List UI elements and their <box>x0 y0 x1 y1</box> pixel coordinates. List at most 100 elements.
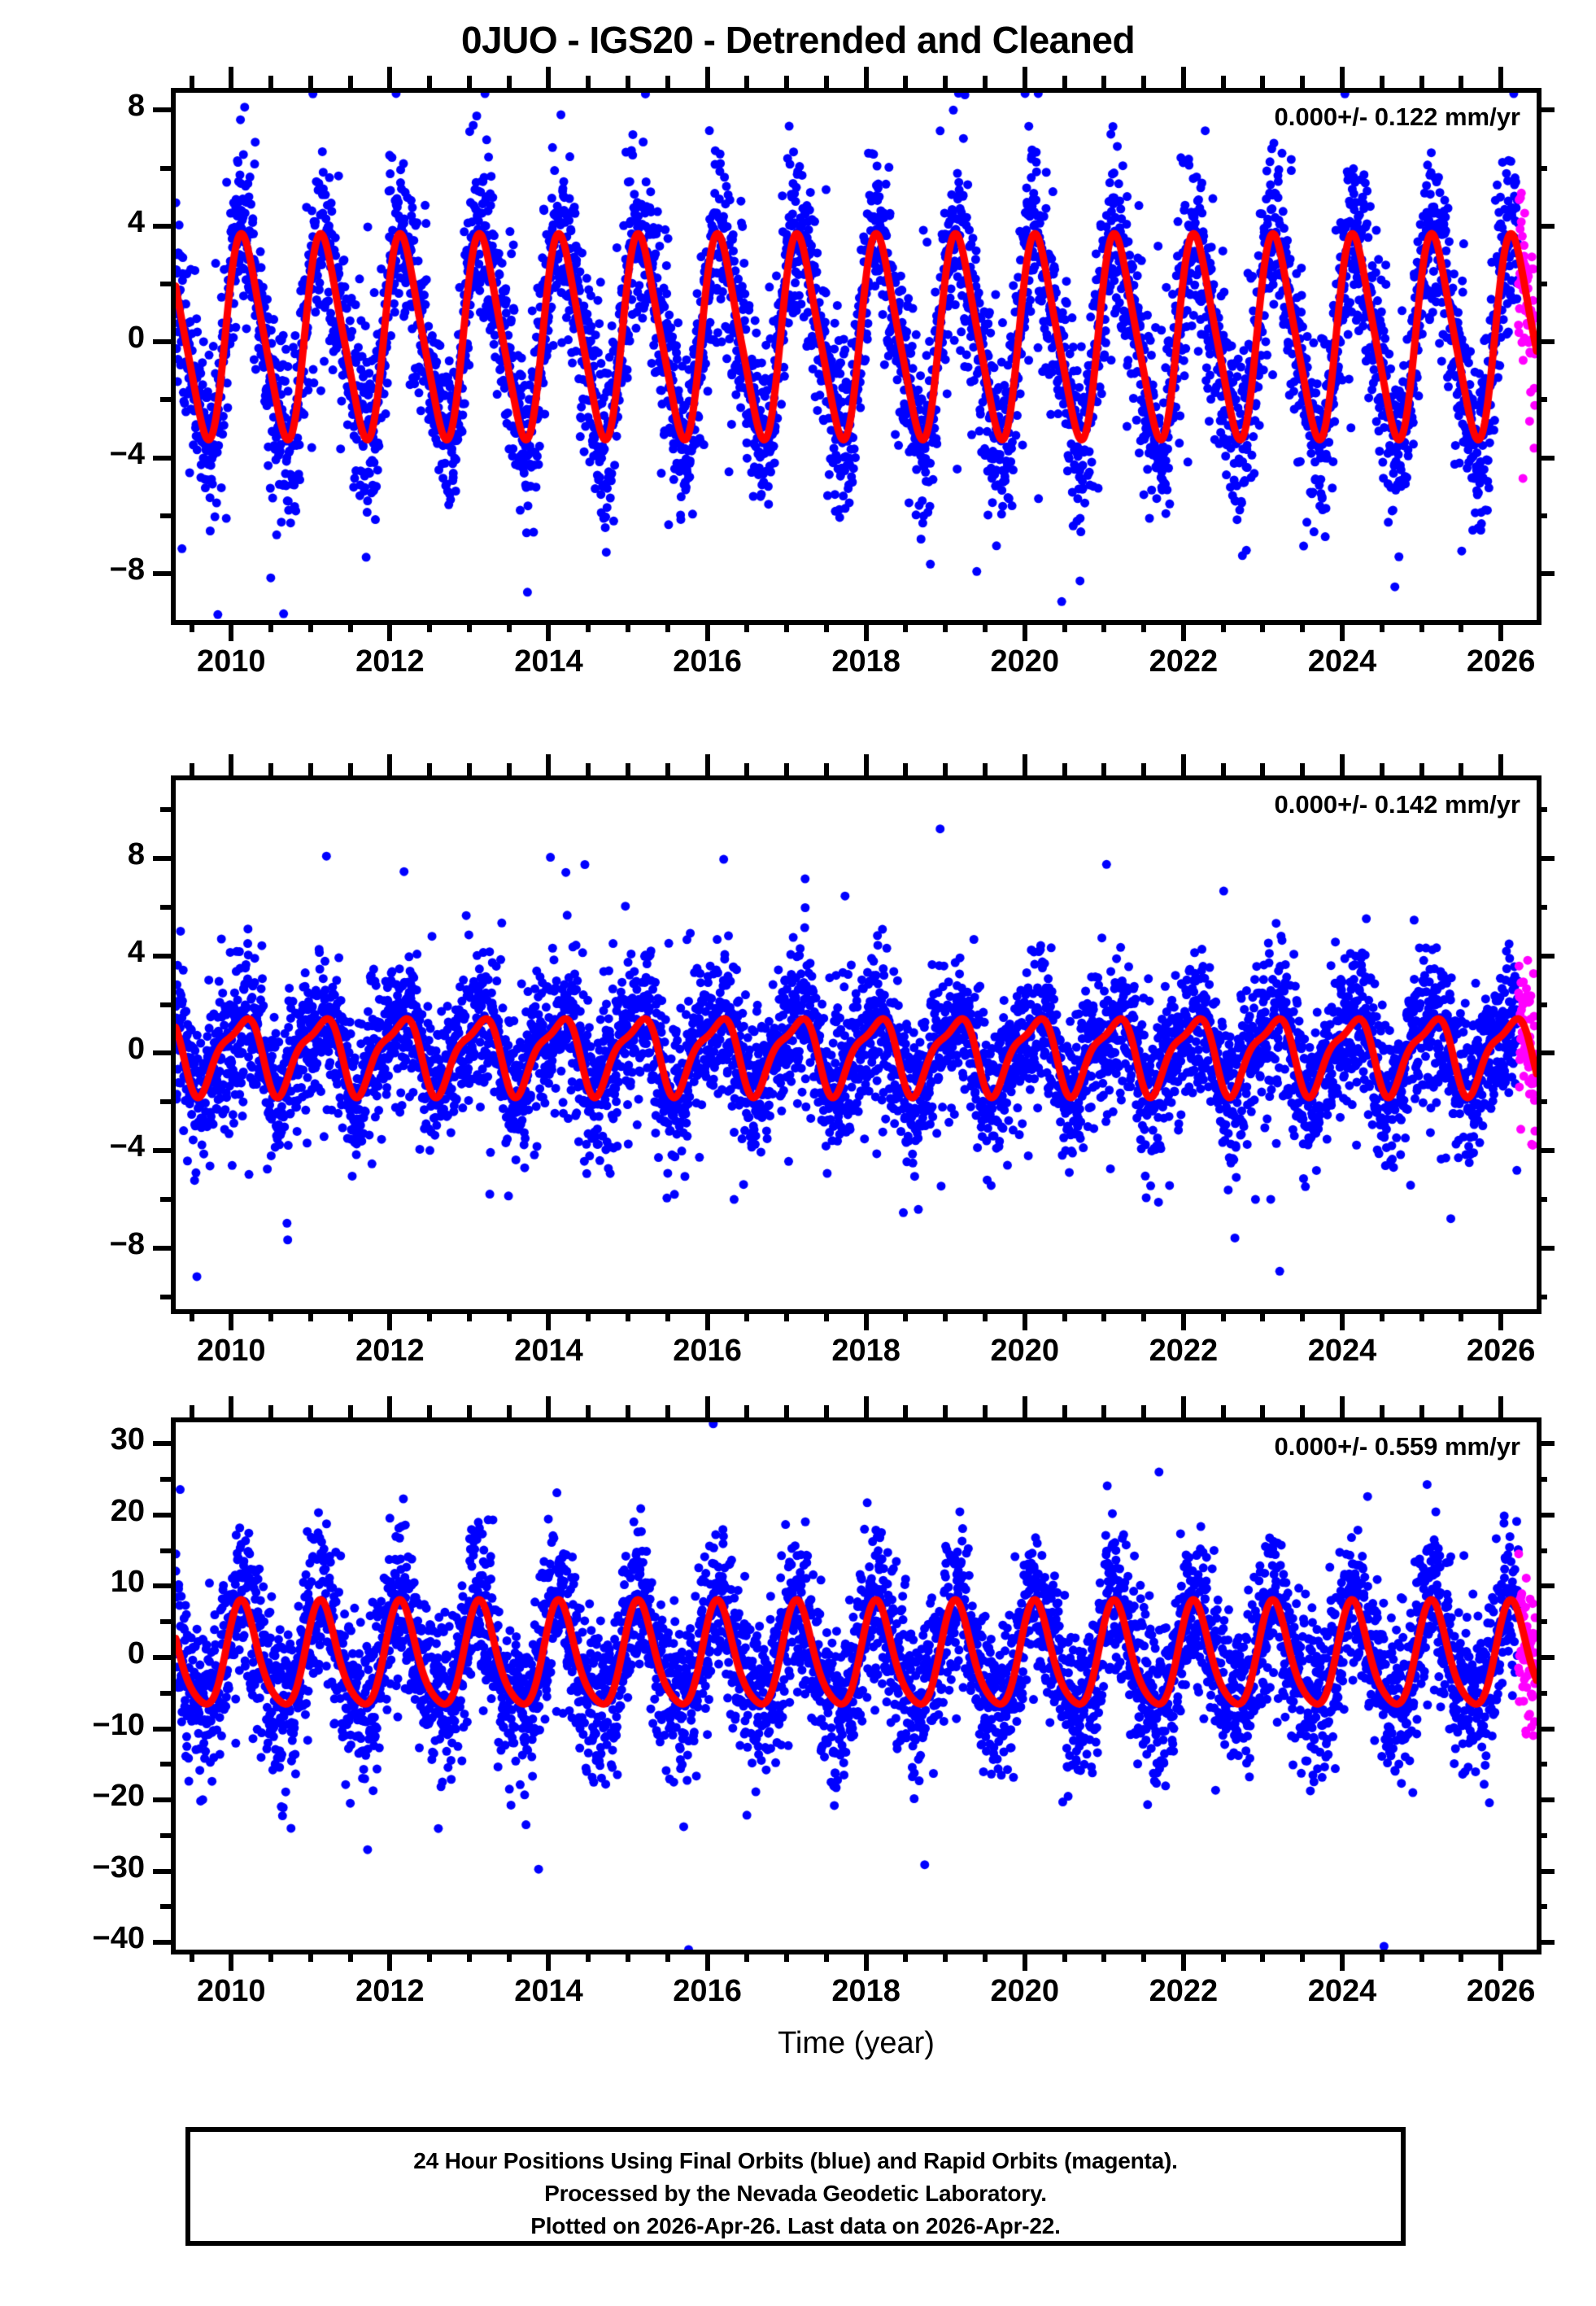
axis-tick <box>784 76 789 88</box>
axis-tick <box>190 1309 194 1321</box>
axis-tick <box>744 620 749 632</box>
axis-tick <box>586 1405 591 1417</box>
axis-tick <box>507 1309 512 1321</box>
axis-tick <box>824 76 829 88</box>
axis-tick <box>160 1904 171 1909</box>
axis-tick <box>1498 754 1503 775</box>
axis-tick <box>1498 1396 1503 1417</box>
axis-tick <box>1101 1405 1106 1417</box>
axis-tick <box>1221 1309 1226 1321</box>
axis-tick <box>626 763 630 775</box>
axis-tick <box>1260 763 1265 775</box>
axis-tick <box>1062 620 1067 632</box>
axis-tick <box>864 1396 869 1417</box>
x-tick-label-north: 2016 <box>673 1334 742 1368</box>
axis-tick <box>1498 1950 1503 1971</box>
axis-tick <box>744 1950 749 1962</box>
x-tick-label-east: 2022 <box>1149 644 1219 679</box>
axis-tick <box>153 1148 171 1153</box>
y-tick-label-east: −4 <box>109 436 145 471</box>
axis-tick <box>467 1309 472 1321</box>
axis-tick <box>268 763 273 775</box>
axis-tick <box>160 1197 171 1202</box>
axis-tick <box>387 67 392 88</box>
plot-area-east[interactable] <box>171 88 1541 625</box>
x-tick-label-east: 2010 <box>197 644 266 679</box>
axis-tick <box>1537 1050 1555 1055</box>
axis-tick <box>229 754 233 775</box>
axis-tick <box>427 620 432 632</box>
plot-area-up[interactable] <box>171 1417 1541 1954</box>
axis-tick <box>744 1309 749 1321</box>
axis-tick <box>1459 1405 1463 1417</box>
axis-tick <box>903 620 908 632</box>
axis-tick <box>1380 76 1385 88</box>
axis-tick <box>824 763 829 775</box>
axis-tick <box>1537 1797 1555 1802</box>
plot-area-north[interactable] <box>171 775 1541 1314</box>
axis-tick <box>190 1950 194 1962</box>
axis-tick <box>903 1309 908 1321</box>
axis-tick <box>1181 67 1186 88</box>
x-tick-label-up: 2012 <box>355 1974 425 2008</box>
axis-tick <box>1062 763 1067 775</box>
axis-tick <box>1537 1904 1547 1909</box>
axis-tick <box>229 67 233 88</box>
axis-tick <box>427 763 432 775</box>
axis-tick <box>1380 763 1385 775</box>
axis-tick <box>824 620 829 632</box>
axis-tick <box>665 1950 670 1962</box>
axis-tick <box>1459 763 1463 775</box>
axis-tick <box>160 1833 171 1838</box>
axis-tick <box>229 1396 233 1417</box>
axis-tick <box>626 1405 630 1417</box>
axis-tick <box>1537 1869 1555 1874</box>
axis-tick <box>467 763 472 775</box>
axis-tick <box>190 620 194 632</box>
axis-tick <box>1537 1691 1547 1696</box>
x-tick-label-up: 2024 <box>1307 1974 1377 2008</box>
y-tick-label-north: −4 <box>109 1129 145 1164</box>
axis-tick <box>626 620 630 632</box>
axis-tick <box>1062 1950 1067 1962</box>
axis-tick <box>784 1405 789 1417</box>
axis-tick <box>1340 1950 1345 1971</box>
axis-tick <box>153 1050 171 1055</box>
axis-tick <box>943 1405 948 1417</box>
rate-annotation-up: 0.000+/- 0.559 mm/yr <box>1274 1432 1520 1461</box>
axis-tick <box>160 282 171 286</box>
axis-tick <box>1181 754 1186 775</box>
x-tick-label-north: 2022 <box>1149 1334 1219 1368</box>
axis-tick <box>1537 339 1555 344</box>
x-tick-label-up: 2022 <box>1149 1974 1219 2008</box>
axis-tick <box>1181 1950 1186 1971</box>
axis-tick <box>1419 1950 1424 1962</box>
axis-tick <box>1498 1309 1503 1330</box>
axis-tick <box>586 763 591 775</box>
axis-tick <box>1419 1405 1424 1417</box>
footer-line-1: 24 Hour Positions Using Final Orbits (bl… <box>413 2148 1178 2173</box>
x-tick-label-up: 2026 <box>1466 1974 1536 2008</box>
axis-tick <box>153 1583 171 1588</box>
axis-tick <box>546 1309 551 1330</box>
axis-tick <box>160 513 171 518</box>
axis-tick <box>665 620 670 632</box>
axis-tick <box>190 763 194 775</box>
axis-tick <box>348 76 353 88</box>
axis-tick <box>308 1950 313 1962</box>
axis-tick <box>160 1619 171 1624</box>
axis-tick <box>387 1950 392 1971</box>
axis-tick <box>1101 763 1106 775</box>
axis-tick <box>467 76 472 88</box>
axis-tick <box>1537 456 1555 461</box>
axis-tick <box>1380 1405 1385 1417</box>
y-tick-label-north: 0 <box>127 1032 145 1067</box>
axis-tick <box>348 763 353 775</box>
axis-tick <box>1537 513 1547 518</box>
axis-tick <box>160 1548 171 1553</box>
axis-tick <box>229 1950 233 1971</box>
y-tick-label-up: −40 <box>92 1921 145 1956</box>
axis-tick <box>983 1405 988 1417</box>
axis-tick <box>1537 224 1555 229</box>
axis-tick <box>387 754 392 775</box>
